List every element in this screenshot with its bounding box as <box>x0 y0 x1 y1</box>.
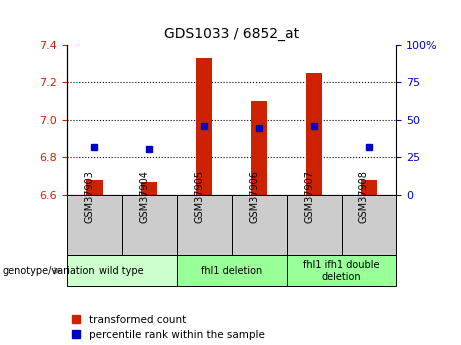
Text: GSM37905: GSM37905 <box>194 170 204 223</box>
Text: genotype/variation: genotype/variation <box>2 266 95 276</box>
Text: GSM37904: GSM37904 <box>139 170 149 223</box>
Text: GSM37906: GSM37906 <box>249 170 259 223</box>
Bar <box>67 195 122 255</box>
Bar <box>177 195 231 255</box>
Bar <box>122 195 177 255</box>
Bar <box>306 73 322 195</box>
Text: fhl1 deletion: fhl1 deletion <box>201 266 262 276</box>
Bar <box>361 180 377 195</box>
Text: fhl1 ifh1 double
deletion: fhl1 ifh1 double deletion <box>303 260 380 282</box>
Bar <box>287 255 396 286</box>
Bar <box>231 195 287 255</box>
Bar <box>86 180 102 195</box>
Bar <box>67 255 177 286</box>
Text: GSM37907: GSM37907 <box>304 170 314 223</box>
Text: wild type: wild type <box>100 266 144 276</box>
Bar <box>196 58 213 195</box>
Title: GDS1033 / 6852_at: GDS1033 / 6852_at <box>164 27 299 41</box>
Legend: transformed count, percentile rank within the sample: transformed count, percentile rank withi… <box>72 315 265 340</box>
Text: GSM37908: GSM37908 <box>359 170 369 223</box>
Bar <box>177 255 287 286</box>
Bar <box>287 195 342 255</box>
Bar <box>141 182 158 195</box>
Bar <box>342 195 396 255</box>
Bar <box>251 101 267 195</box>
Text: GSM37903: GSM37903 <box>84 170 95 223</box>
